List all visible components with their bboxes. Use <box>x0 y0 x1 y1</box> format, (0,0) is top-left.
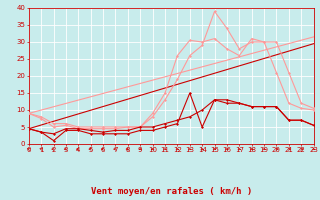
Text: Vent moyen/en rafales ( km/h ): Vent moyen/en rafales ( km/h ) <box>91 187 252 196</box>
